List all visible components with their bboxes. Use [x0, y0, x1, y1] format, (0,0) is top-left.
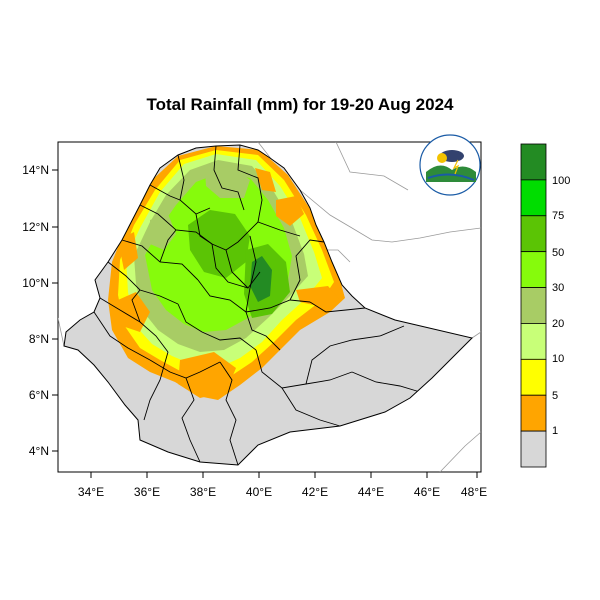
colorbar-swatch [520, 323, 547, 360]
colorbar-swatch [520, 215, 547, 253]
rainfall-field [64, 145, 472, 465]
colorbar-label: 20 [552, 318, 564, 330]
colorbar-swatch [520, 358, 547, 396]
y-tick-label: 12°N [22, 220, 49, 234]
colorbar-swatch [520, 287, 547, 324]
x-axis-labels: 34°E 36°E 38°E 40°E 42°E 44°E 46°E 48°E [78, 485, 487, 499]
x-tick-label: 46°E [414, 485, 440, 499]
agency-logo [419, 134, 481, 196]
colorbar-swatch [520, 179, 547, 217]
colorbar [520, 143, 547, 468]
colorbar-swatch [520, 430, 547, 468]
colorbar-label: 50 [552, 247, 564, 259]
y-tick-label: 10°N [22, 276, 49, 290]
colorbar-swatch [520, 251, 547, 288]
colorbar-label: 10 [552, 353, 564, 365]
y-tick-label: 6°N [29, 388, 49, 402]
colorbar-label: 30 [552, 282, 564, 294]
colorbar-swatch [520, 143, 547, 181]
y-axis-ticks [52, 169, 58, 452]
colorbar-label: 75 [552, 210, 564, 222]
y-axis-labels: 14°N 12°N 10°N 8°N 6°N 4°N [22, 163, 49, 458]
x-tick-label: 40°E [246, 485, 272, 499]
map-title: Total Rainfall (mm) for 19-20 Aug 2024 [146, 95, 454, 114]
y-tick-label: 8°N [29, 332, 49, 346]
colorbar-swatch [520, 394, 547, 432]
x-tick-label: 36°E [134, 485, 160, 499]
x-tick-label: 42°E [302, 485, 328, 499]
colorbar-labels: 100 75 50 30 20 10 5 1 [552, 175, 570, 437]
y-tick-label: 14°N [22, 163, 49, 177]
x-tick-label: 34°E [78, 485, 104, 499]
ethiopia-outline [63, 144, 473, 466]
x-tick-label: 44°E [358, 485, 384, 499]
colorbar-label: 1 [552, 425, 558, 437]
x-tick-label: 38°E [190, 485, 216, 499]
y-tick-label: 4°N [29, 444, 49, 458]
admin-borders [93, 145, 421, 465]
colorbar-label: 100 [552, 175, 570, 187]
x-axis-ticks [90, 472, 478, 478]
x-tick-label: 48°E [461, 485, 487, 499]
colorbar-label: 5 [552, 390, 558, 402]
